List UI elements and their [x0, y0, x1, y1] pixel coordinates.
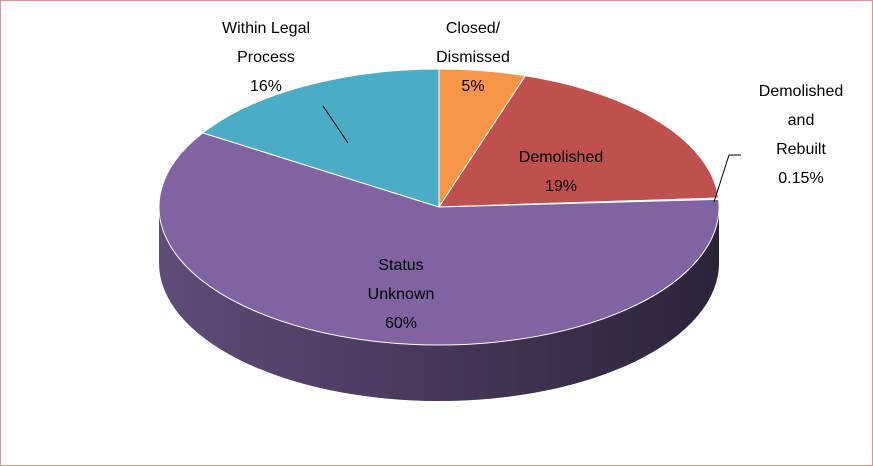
value-label: 0.15%	[778, 170, 824, 187]
pie-slice	[201, 68, 440, 208]
pie-sides	[159, 207, 719, 401]
category-label: Within Legal Process	[221, 20, 311, 66]
leader-line	[713, 154, 741, 203]
data-label: Within Legal Process 16%	[222, 14, 310, 101]
pie-slice	[158, 132, 720, 346]
category-label: Closed/ Dismissed	[436, 20, 510, 66]
value-label: 60%	[384, 315, 418, 332]
value-label: 16%	[249, 78, 283, 95]
value-label: 5%	[461, 78, 485, 95]
category-label: Status Unknown	[367, 257, 435, 303]
value-label: 19%	[544, 178, 578, 195]
data-label: Closed/ Dismissed 5%	[436, 14, 510, 101]
pie-tops	[158, 68, 720, 346]
data-label: Demolished and Rebuilt 0.15%	[759, 77, 843, 193]
data-label: Demolished 19%	[519, 143, 603, 201]
category-label: Demolished	[518, 149, 604, 166]
pie-side-shade	[159, 207, 719, 401]
data-label: Status Unknown 60%	[368, 251, 435, 338]
pie-slice	[438, 75, 719, 208]
leader-line	[322, 105, 349, 144]
category-label: Demolished and Rebuilt	[758, 83, 844, 158]
